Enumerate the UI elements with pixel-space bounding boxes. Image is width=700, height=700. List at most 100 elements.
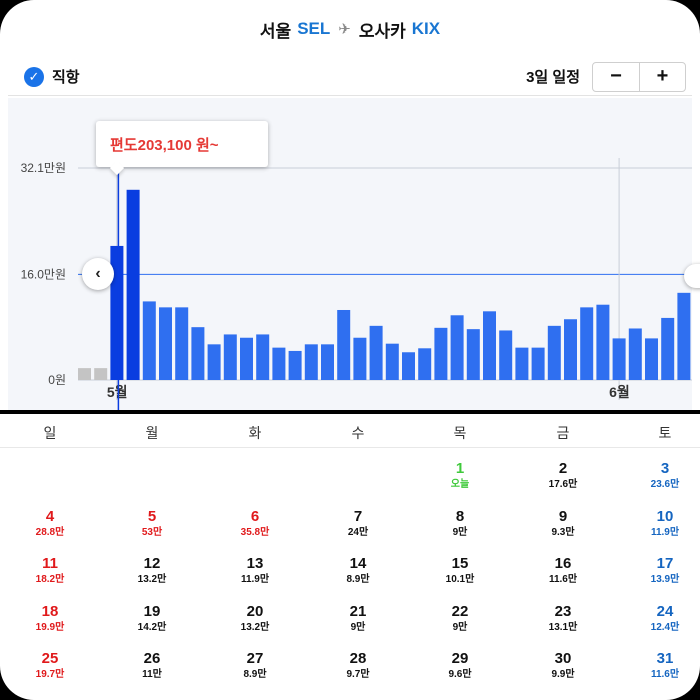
month-label: 5월 [107,384,128,400]
chart-bar [110,245,124,380]
calendar-day[interactable]: 31 11.6만 [625,650,700,681]
calendar-day[interactable]: 26 11만 [112,650,192,681]
chart-bar [78,368,91,380]
chart-scroll-left-button[interactable]: ‹ [82,258,114,290]
day-number: 8 [455,508,465,525]
calendar-day[interactable]: 30 9.9만 [523,650,603,681]
chart-bar [142,301,156,380]
calendar-day[interactable]: 4 28.8만 [10,508,90,539]
calendar-day[interactable]: 13 11.9만 [215,555,295,586]
day-number: 27 [246,650,264,667]
chart-bar [240,337,253,380]
origin-city: 서울 [259,21,292,41]
calendar-day[interactable]: 11 18.2만 [10,555,90,586]
calendar-day[interactable]: 22 9만 [420,603,500,634]
calendar-day[interactable]: 6 35.8만 [215,508,295,539]
calendar-day[interactable]: 10 11.9만 [625,508,700,539]
chart-bar [547,325,561,380]
day-number: 31 [656,650,674,667]
weekday-label: 화 [248,425,262,441]
calendar-day[interactable]: 1 오늘 [420,460,500,491]
day-price: 13.9만 [650,574,680,585]
decrease-days-button[interactable]: − [610,65,622,87]
day-price: 10.1만 [445,574,475,585]
day-number: 26 [143,650,161,667]
day-price: 28.8만 [35,527,65,538]
day-number: 22 [451,603,469,620]
chart-bar [256,334,270,380]
calendar-day[interactable]: 9 9.3만 [523,508,603,539]
calendar-day[interactable]: 12 13.2만 [112,555,192,586]
price-chart-card: 서울 SEL ✈ 오사카 KIX ✓ 직항 3일 일정 − + 32.1만원 16… [0,0,700,410]
price-chart-svg: 32.1만원 16.0만원 0원 5월 6월 [21,158,692,410]
destination-code: KIX [411,19,441,38]
chart-scroll-right-button[interactable] [684,264,700,288]
day-number: 18 [41,603,59,620]
day-number: 12 [143,555,161,572]
day-price: 19.9만 [35,622,65,633]
day-number: 30 [554,650,572,667]
chart-bar [402,352,415,380]
day-number: 19 [143,603,161,620]
calendar-day[interactable]: 8 9만 [420,508,500,539]
calendar-day[interactable]: 24 12.4만 [625,603,700,634]
calendar-day[interactable]: 18 19.9만 [10,603,90,634]
day-price: 8.9만 [243,669,267,680]
day-price: 9만 [452,622,468,633]
weekday-label: 월 [145,425,159,441]
calendar-day[interactable]: 28 9.7만 [318,650,398,681]
calendar-day[interactable]: 7 24만 [318,508,398,539]
chart-bar [126,189,140,380]
calendar-day[interactable]: 23 13.1만 [523,603,603,634]
calendar-day[interactable]: 20 13.2만 [215,603,295,634]
day-price: 53만 [141,527,163,538]
day-number: 10 [656,508,674,525]
day-price: 14.2만 [137,622,167,633]
chart-bar [628,328,642,380]
chevron-left-icon: ‹ [95,265,101,282]
calendar-day[interactable]: 21 9만 [318,603,398,634]
day-price: 12.4만 [650,622,680,633]
calendar-day[interactable]: 25 19.7만 [10,650,90,681]
y-tick-label: 32.1만원 [21,161,66,175]
day-number: 23 [554,603,572,620]
chart-bar [531,347,545,380]
day-price: 13.2만 [240,622,270,633]
day-number: 14 [349,555,367,572]
calendar-day[interactable]: 5 53만 [112,508,192,539]
direct-flight-toggle[interactable]: ✓ 직항 [24,66,80,87]
calendar-day[interactable]: 15 10.1만 [420,555,500,586]
calendar-day[interactable]: 29 9.6만 [420,650,500,681]
day-number: 2 [558,460,568,477]
weekday-label: 목 [453,425,467,441]
trip-length-label: 3일 일정 [526,69,580,86]
chart-bar [450,315,464,380]
airplane-icon: ✈ [338,21,351,38]
chart-bar [337,309,351,380]
day-number: 6 [250,508,260,525]
day-number: 25 [41,650,59,667]
day-number: 21 [349,603,367,620]
trip-length-control: 3일 일정 − + [526,61,686,92]
day-number: 5 [147,508,157,525]
calendar-day[interactable]: 2 17.6만 [523,460,603,491]
day-price: 24만 [347,527,369,538]
chart-bar [175,307,189,380]
chart-bar [612,338,626,380]
calendar-day[interactable]: 27 8.9만 [215,650,295,681]
chart-bar [159,307,172,380]
chart-bar [564,319,577,380]
calendar-day[interactable]: 3 23.6만 [625,460,700,491]
calendar-day[interactable]: 17 13.9만 [625,555,700,586]
calendar-day[interactable]: 19 14.2만 [112,603,192,634]
increase-days-button[interactable]: + [639,62,685,91]
calendar-day[interactable]: 14 8.9만 [318,555,398,586]
chart-bar [304,344,318,380]
day-number: 15 [451,555,469,572]
day-number: 1 [455,460,465,477]
chart-bar [321,344,334,380]
calendar-day[interactable]: 16 11.6만 [523,555,603,586]
day-number: 13 [246,555,264,572]
